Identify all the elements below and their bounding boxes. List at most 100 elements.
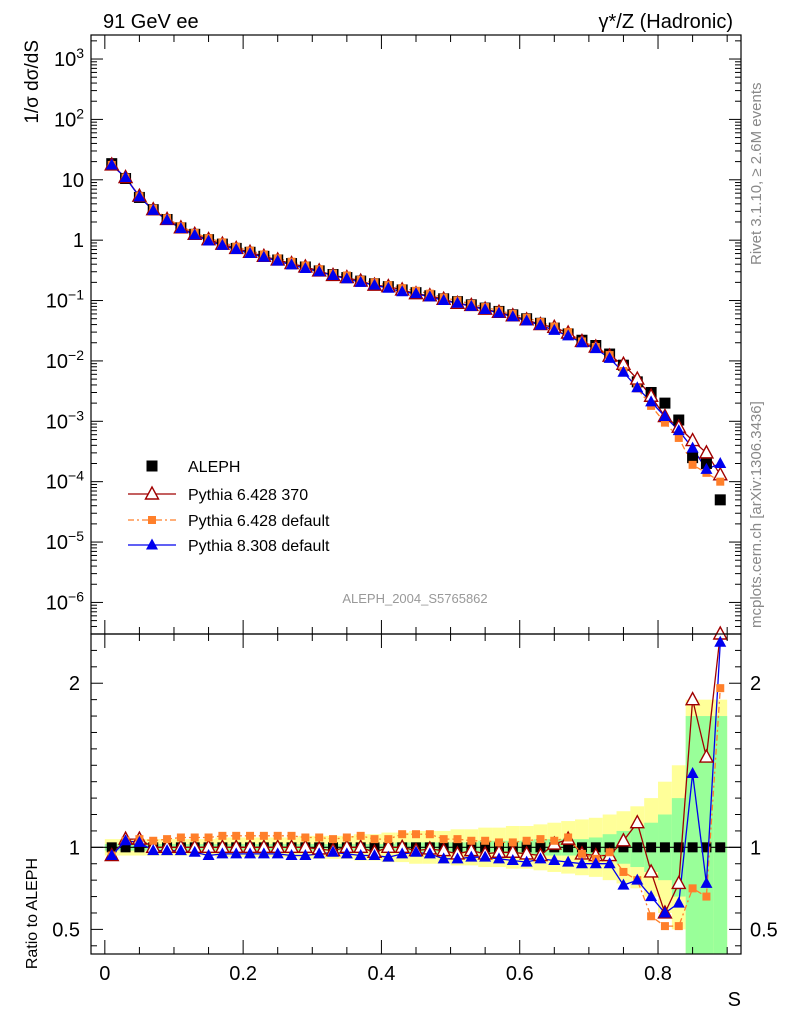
ratio-point (313, 847, 326, 859)
legend-marker (144, 485, 160, 500)
ratio-point (327, 845, 340, 857)
ratio-point (119, 834, 132, 846)
data-point (716, 477, 725, 486)
ratio-point (659, 842, 670, 853)
data-point (534, 318, 547, 330)
ratio-point (575, 857, 588, 869)
ratio-point (700, 876, 713, 888)
analysis-id-label: ALEPH_2004_S5765862 (342, 591, 487, 606)
main-y-axis-label: 1/σ dσ/dS (22, 40, 43, 124)
ratio-point (479, 850, 492, 862)
ratio-point (658, 906, 671, 918)
legend-marker (146, 460, 158, 472)
ratio-point (202, 849, 215, 861)
main-y-tick-label: 1 (73, 230, 84, 252)
ratio-point (232, 831, 241, 840)
ratio-point (643, 863, 659, 878)
ratio-point (315, 833, 324, 842)
ratio-point (548, 853, 561, 865)
data-point (133, 190, 146, 202)
ratio-point (647, 912, 656, 921)
ratio-point (340, 847, 353, 859)
ratio-point (673, 842, 684, 853)
ratio-point (257, 847, 270, 859)
data-point (147, 203, 160, 215)
ratio-point (714, 635, 727, 647)
data-point (686, 441, 699, 453)
ratio-point (190, 833, 199, 842)
data-point (451, 296, 464, 308)
x-tick-label: 0.4 (368, 963, 396, 985)
data-point (340, 272, 353, 284)
ratio-point (481, 836, 490, 845)
data-point (479, 303, 492, 315)
data-point (700, 462, 713, 474)
ratio-point (550, 836, 559, 845)
ratio-point (619, 867, 628, 876)
data-point (575, 336, 588, 348)
legend-label: Pythia 6.428 default (188, 513, 330, 530)
data-point (603, 351, 616, 363)
ratio-point (660, 922, 669, 931)
ratio-point (508, 838, 517, 847)
data-point (674, 433, 683, 442)
header-left-title: 91 GeV ee (103, 11, 199, 33)
legend-marker (148, 516, 156, 524)
data-point (174, 222, 187, 234)
legend-label: Pythia 8.308 default (188, 538, 330, 555)
ratio-point (299, 849, 312, 861)
ratio-point (368, 849, 381, 861)
data-point (327, 268, 340, 280)
x-tick-label: 0.2 (229, 963, 257, 985)
ratio-panel: 0.5 0.51 12 2 0 0.2 0.4 0.6 0.8 Ratio to ALEPH … (24, 35, 778, 1011)
series-line (111, 164, 721, 476)
legend: ALEPH Pythia 6.428 370 Pythia 6.428 defaul… (128, 459, 330, 555)
ratio-point (120, 842, 131, 853)
ratio-point (672, 896, 685, 908)
x-tick-label: 0.8 (644, 963, 672, 985)
ratio-point (342, 833, 351, 842)
ratio-point (563, 842, 574, 853)
ratio-point (439, 835, 448, 844)
ratio-point (453, 835, 462, 844)
data-point (506, 310, 519, 322)
ratio-point (562, 855, 575, 867)
data-point (659, 397, 671, 409)
ratio-point (382, 850, 395, 862)
ratio-y-tick-label: 1 (69, 837, 80, 859)
uncertainty-band (685, 716, 700, 954)
main-plot-layer (104, 156, 728, 506)
ratio-point (412, 830, 420, 839)
ratio-point (698, 748, 715, 763)
data-point (216, 238, 229, 250)
ratio-point (631, 873, 644, 885)
ratio-point (467, 836, 476, 845)
data-point (492, 306, 505, 318)
x-tick-label: 0 (99, 963, 110, 985)
ratio-point (617, 878, 630, 890)
ratio-point (246, 831, 255, 840)
data-point (396, 285, 409, 297)
ratio-point (218, 831, 227, 840)
ratio-point (522, 836, 531, 845)
rivet-version-label: Rivet 3.1.10, ≥ 2.6M events (748, 83, 765, 266)
main-y-tick-label: 10−5 (46, 528, 84, 554)
ratio-point (230, 847, 243, 859)
data-point (548, 323, 561, 335)
main-y-tick-label: 10−2 (46, 347, 84, 373)
ratio-y-tick-label-right: 1 (750, 837, 761, 859)
uncertainty-band (713, 716, 728, 954)
ratio-point (423, 847, 436, 859)
data-point (313, 265, 326, 277)
ratio-y-tick-label: 2 (69, 673, 80, 695)
ratio-point (437, 852, 450, 864)
ratio-point (494, 838, 503, 847)
ratio-point (188, 845, 201, 857)
data-point (589, 342, 602, 354)
data-point (617, 365, 630, 377)
main-y-tick-label: 10 (62, 170, 84, 192)
ratio-point (632, 842, 643, 853)
ratio-point (465, 850, 478, 862)
ratio-y-axis: 0.5 0.5 1 1 2 2 (52, 649, 778, 947)
